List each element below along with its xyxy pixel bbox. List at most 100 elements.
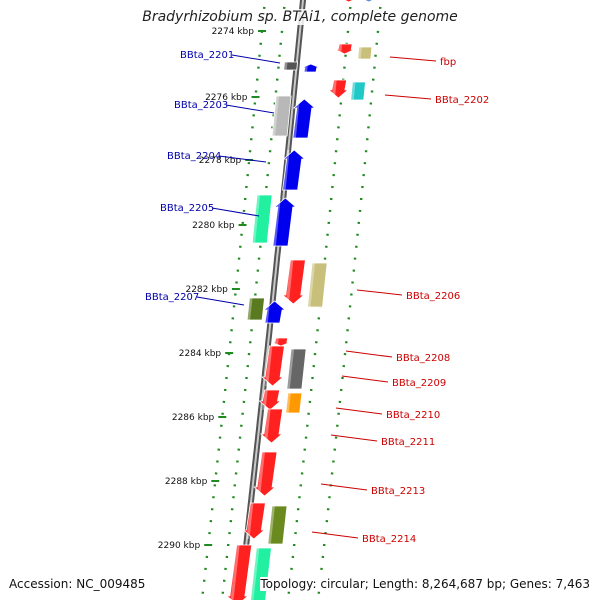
gene-arrow — [282, 149, 306, 191]
leader-line — [211, 207, 260, 217]
gene-arrow-shade — [272, 198, 281, 246]
gene-arrow — [283, 61, 298, 71]
gene-label: BBta_2205 — [160, 203, 214, 214]
gene-arrow — [251, 194, 273, 244]
gene-arrow-shade — [282, 150, 290, 190]
tick-label: 2278 kbp — [199, 156, 242, 166]
gene-features — [225, 0, 374, 600]
gene-arrow-shade — [338, 44, 343, 54]
tick-label: 2282 kbp — [185, 285, 228, 295]
gene-arrow — [271, 95, 292, 137]
gene-arrow — [272, 197, 297, 247]
accession-text: Accession: NC_009485 — [9, 577, 146, 591]
gene-arrow-shade — [307, 263, 316, 307]
tick-label: 2276 kbp — [205, 93, 248, 103]
gene-arrow — [327, 79, 349, 99]
gene-arrow-shade — [304, 64, 308, 72]
leader-line — [356, 289, 403, 296]
gene-arrow-shade — [252, 195, 261, 243]
topology-text: Topology: circular; Length: 8,264,687 bp… — [260, 577, 590, 591]
page-title: Bradyrhizobium sp. BTAi1, complete genom… — [0, 9, 600, 25]
gene-arrow — [259, 408, 284, 444]
gene-arrow — [271, 337, 291, 347]
gene-arrow-shade — [272, 96, 280, 136]
gene-arrow-shade — [246, 503, 254, 539]
gene-arrow-shade — [286, 349, 295, 389]
gene-arrow — [286, 348, 307, 390]
tick-label: 2280 kbp — [192, 221, 235, 231]
gene-label: BBta_2204 — [167, 151, 221, 162]
gene-label: BBta_2213 — [371, 486, 425, 497]
leader-line — [335, 407, 383, 415]
gene-label: BBta_2201 — [180, 50, 234, 61]
gene-arrow — [246, 297, 265, 321]
gene-label: BBta_2214 — [362, 534, 416, 545]
gene-arrow-shade — [265, 346, 273, 386]
gene-arrow — [301, 63, 320, 73]
tick-label: 2284 kbp — [179, 349, 222, 359]
leader-line — [311, 531, 359, 539]
guide-rail — [316, 0, 383, 600]
gene-arrow-shade — [331, 80, 337, 98]
gene-arrow — [350, 81, 366, 101]
gene-arrow-shade — [274, 338, 279, 346]
kbp-ticks: 2274 kbp 2276 kbp 2278 kbp 2280 kbp 2282 kbp… — [158, 27, 266, 551]
gene-arrow — [307, 262, 328, 308]
leader-line — [330, 434, 378, 442]
gene-arrow-shade — [247, 298, 253, 320]
gene-arrow — [363, 0, 374, 3]
gene-label: BBta_2202 — [435, 95, 489, 106]
leader-line — [225, 104, 275, 114]
gene-arrow-shade — [230, 545, 240, 600]
leader-line — [384, 94, 432, 100]
gene-arrow — [253, 451, 278, 497]
gene-arrow — [263, 300, 287, 324]
gene-arrow-shade — [350, 82, 356, 100]
leader-line — [320, 483, 368, 491]
gene-arrow — [343, 0, 354, 3]
gene-arrow-shade — [285, 260, 294, 304]
gene-arrow-shade — [283, 62, 288, 70]
gene-arrow-shade — [362, 0, 366, 2]
gene-arrow — [292, 98, 316, 139]
gene-label: BBta_2206 — [406, 291, 460, 302]
gene-arrow-shade — [250, 548, 260, 600]
gene-arrow-shade — [292, 99, 300, 138]
leader-line — [196, 296, 245, 306]
tick-label: 2274 kbp — [212, 27, 255, 37]
gene-arrow-shade — [285, 393, 291, 413]
gene-label: BBta_2211 — [381, 437, 435, 448]
gene-arrow-shade — [262, 390, 268, 410]
gene-label: BBta_2208 — [396, 353, 450, 364]
gene-arrow-shade — [264, 301, 271, 323]
gene-label: fbp — [440, 57, 456, 68]
gene-label: BBta_2210 — [386, 410, 440, 421]
gene-label: BBta_2203 — [174, 100, 228, 111]
gene-arrow — [242, 502, 266, 540]
gene-labels: BBta_2201 BBta_2203 BBta_2204 BBta_2205 BBta… — [145, 50, 489, 545]
gene-arrow — [261, 345, 285, 387]
leader-line — [231, 54, 281, 64]
gene-label: BBta_2209 — [392, 378, 446, 389]
leader-line — [218, 155, 267, 163]
leader-line — [341, 375, 389, 383]
leader-line — [389, 56, 437, 62]
gene-arrow — [285, 392, 303, 414]
tick-label: 2290 kbp — [158, 541, 201, 551]
gene-arrow — [281, 259, 306, 305]
gene-arrow-shade — [357, 47, 362, 59]
gene-arrow-shade — [264, 409, 271, 443]
gene-arrow — [335, 43, 355, 55]
gene-arrow-shade — [257, 452, 265, 496]
gene-arrow — [258, 389, 282, 411]
gene-arrow — [225, 544, 253, 600]
gene-arrow-shade — [267, 506, 275, 544]
gene-arrow-shade — [342, 0, 346, 2]
gene-label: BBta_2207 — [145, 292, 199, 303]
leader-line — [345, 350, 393, 358]
gene-arrow — [357, 46, 373, 60]
tick-label: 2288 kbp — [165, 477, 208, 487]
gene-arrow — [267, 505, 288, 545]
tick-label: 2286 kbp — [172, 413, 215, 423]
